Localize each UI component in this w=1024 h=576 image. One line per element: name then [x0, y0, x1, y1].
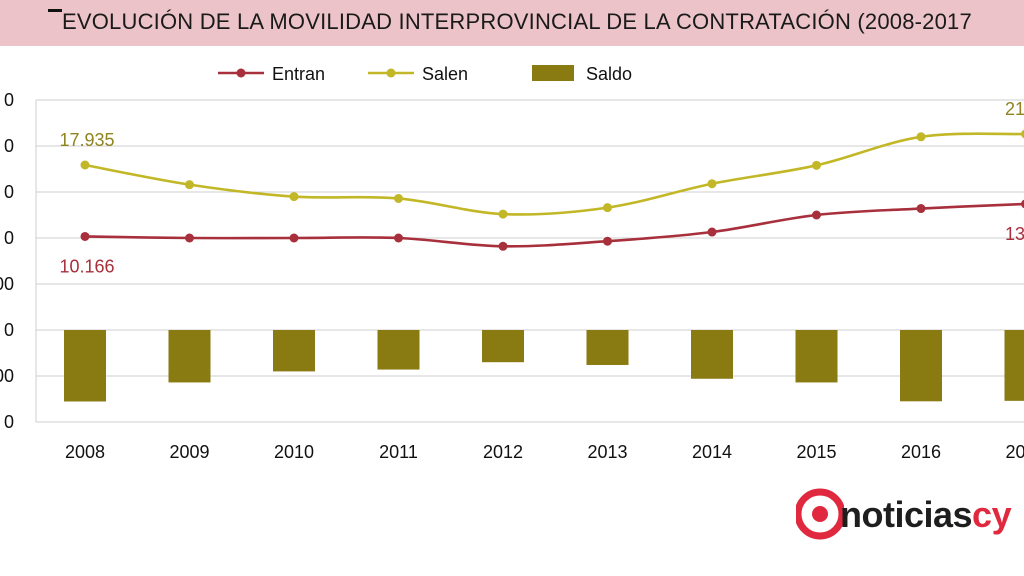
point-salen — [916, 132, 926, 142]
x-axis-tick-labels: 2008 2009 2010 2011 2012 2013 2014 2015 2016 2017 — [65, 442, 1024, 462]
point-entran — [185, 233, 194, 243]
title-dash-mark — [48, 9, 62, 12]
point-entran — [812, 210, 821, 220]
chart-title: EVOLUCIÓN DE LA MOVILIDAD INTERPROVINCIA… — [62, 9, 972, 34]
noticiascyl-logo: noticiascy — [796, 486, 1024, 546]
x-tick-label: 2012 — [483, 442, 523, 462]
x-tick-label: 2011 — [379, 442, 418, 462]
data-label-entran: 10.166 — [59, 256, 114, 276]
saldo-bar — [377, 330, 420, 370]
point-entran — [916, 204, 926, 214]
saldo-bar — [586, 330, 629, 365]
y-tick-label: 0 — [4, 320, 14, 340]
x-tick-label: 2015 — [796, 442, 836, 462]
legend-marker-salen — [386, 68, 396, 78]
data-labels: 17.935 10.166 21. 13. — [59, 99, 1024, 276]
saldo-bar — [795, 330, 838, 383]
x-tick-label: 2009 — [169, 442, 209, 462]
data-label-entran: 13. — [1005, 224, 1024, 244]
logo-text-red: cy — [972, 494, 1012, 535]
y-tick-label: 0 — [4, 90, 14, 110]
legend-label-saldo: Saldo — [586, 64, 632, 84]
x-tick-label: 2017 — [1005, 442, 1024, 462]
x-tick-label: 2008 — [65, 442, 105, 462]
point-salen — [498, 209, 508, 219]
series-points — [80, 129, 1024, 251]
point-salen — [185, 180, 194, 190]
y-tick-label: 00 — [0, 366, 14, 386]
legend-label-entran: Entran — [272, 64, 325, 84]
line-salen — [84, 132, 1024, 216]
x-tick-label: 2010 — [274, 442, 314, 462]
saldo-bar — [1004, 330, 1024, 401]
series-lines — [84, 132, 1024, 248]
x-tick-label: 2014 — [692, 442, 732, 462]
point-salen — [812, 160, 821, 170]
legend-label-salen: Salen — [422, 64, 468, 84]
point-salen — [603, 203, 612, 213]
line-entran — [84, 202, 1024, 248]
point-entran — [1021, 199, 1024, 209]
point-entran — [707, 227, 717, 237]
logo-text: noticiascy — [840, 494, 1012, 536]
saldo-bar — [64, 330, 106, 402]
legend-swatch-saldo — [532, 65, 574, 81]
y-tick-label: 0 — [4, 182, 14, 202]
point-salen — [1021, 129, 1024, 139]
point-entran — [394, 233, 403, 243]
x-tick-label: 2016 — [901, 442, 941, 462]
data-label-salen: 17.935 — [59, 130, 114, 150]
y-tick-label: 0 — [4, 412, 14, 432]
point-entran — [289, 233, 299, 243]
point-entran — [498, 241, 508, 251]
logo-text-dark: noticias — [840, 494, 973, 535]
saldo-bar — [273, 330, 315, 372]
title-band: EVOLUCIÓN DE LA MOVILIDAD INTERPROVINCIA… — [0, 0, 1024, 46]
saldo-bars — [64, 330, 1024, 402]
saldo-bar — [482, 330, 524, 363]
saldo-bar — [168, 330, 211, 383]
legend: Entran Salen Saldo — [218, 64, 632, 84]
point-salen — [289, 192, 299, 202]
data-label-salen: 21. — [1005, 99, 1024, 119]
saldo-bar — [900, 330, 942, 402]
logo-ring-icon — [796, 488, 844, 540]
point-salen — [80, 160, 90, 170]
y-axis-tick-labels: 0000000000 — [0, 90, 14, 432]
point-salen — [707, 179, 717, 189]
legend-marker-entran — [236, 68, 246, 78]
point-salen — [394, 193, 403, 203]
y-tick-label: 0 — [4, 136, 14, 156]
point-entran — [80, 231, 90, 241]
y-tick-label: 00 — [0, 274, 14, 294]
x-tick-label: 2013 — [587, 442, 627, 462]
y-tick-label: 0 — [4, 228, 14, 248]
saldo-bar — [691, 330, 733, 379]
point-entran — [603, 236, 612, 246]
